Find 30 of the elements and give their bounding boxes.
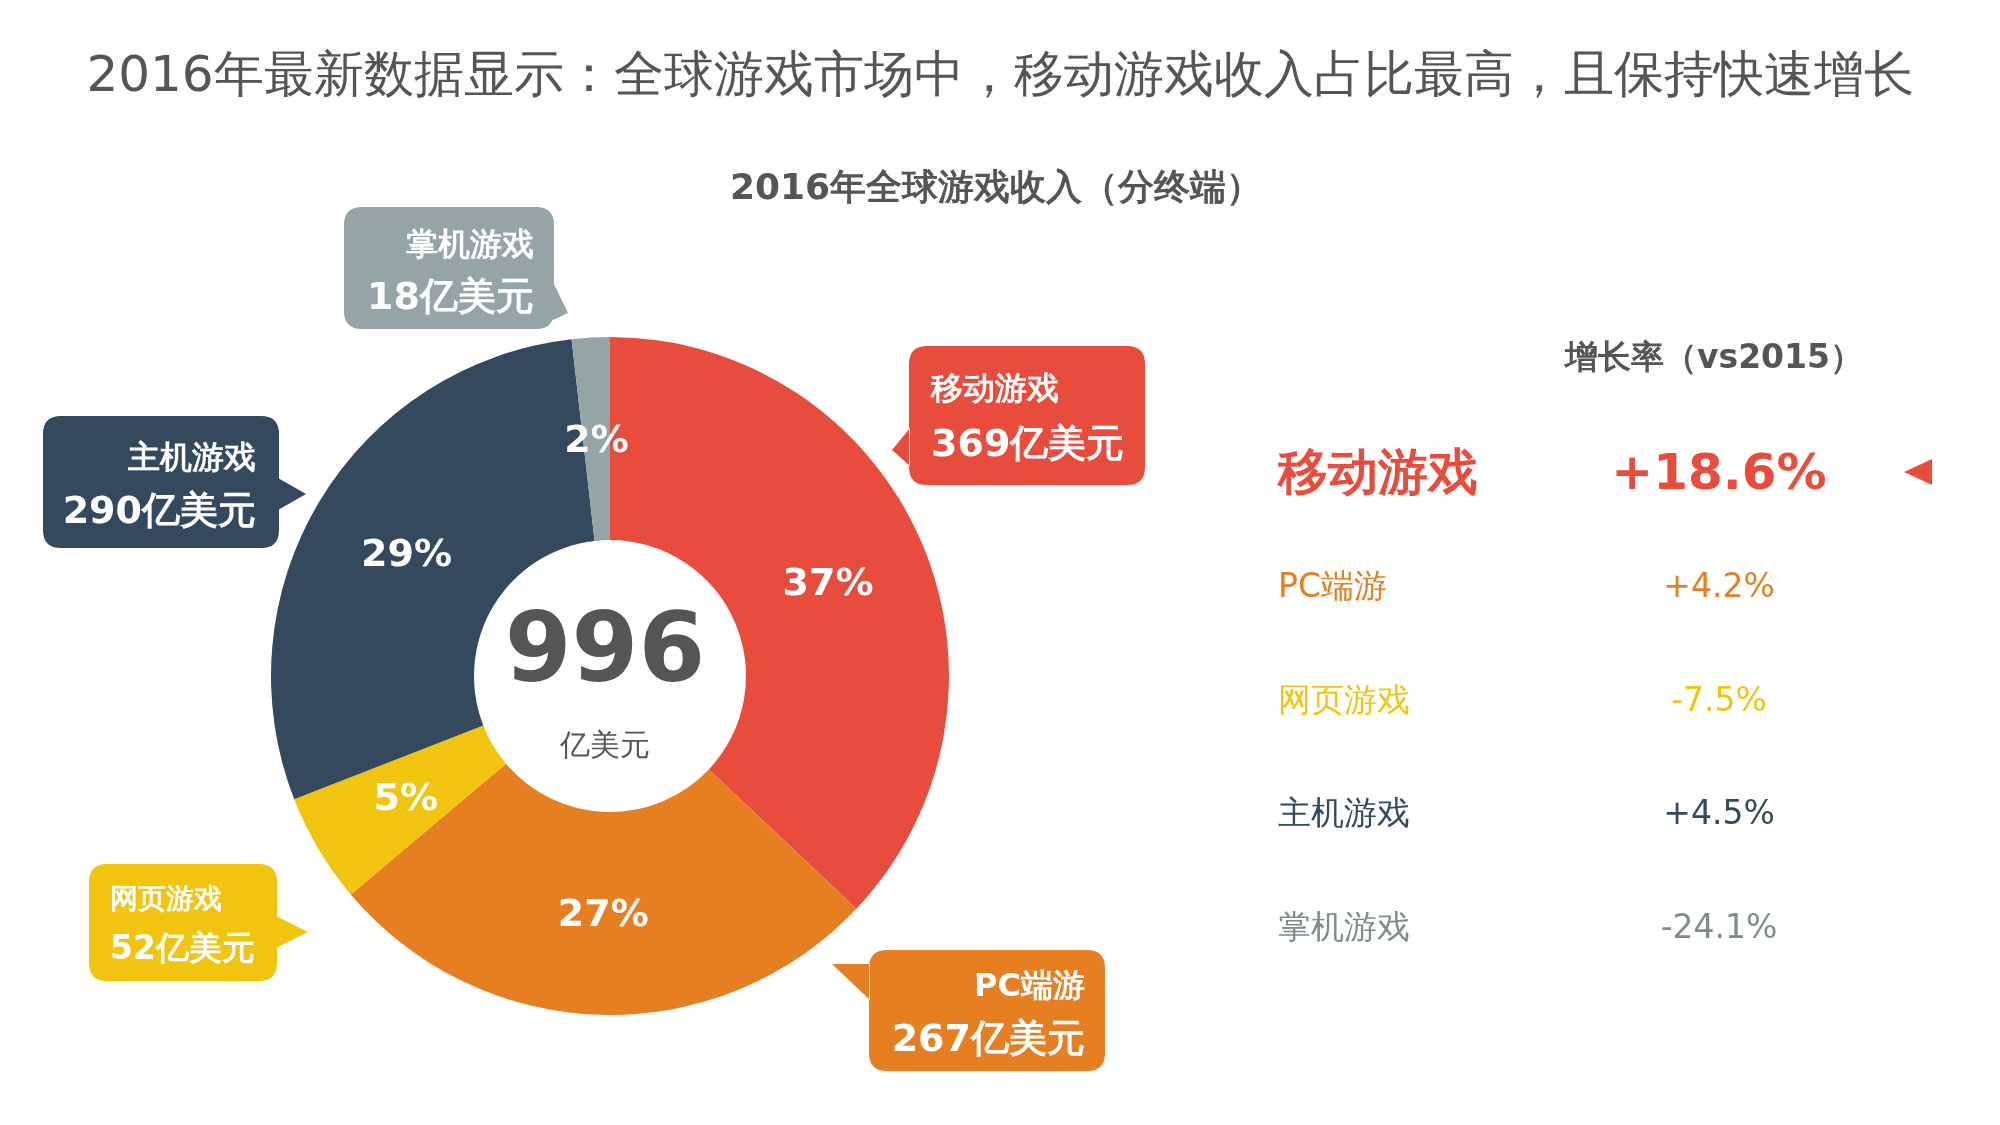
text: 2%: [564, 416, 629, 461]
data-label: 290亿美元: [62, 488, 256, 532]
chart-subtitle: 2016年全球游戏收入（分终端）: [729, 165, 1263, 207]
chart-title: 2016年最新数据显示：全球游戏市场中，移动游戏收入占比最高，且保持快速增长: [86, 45, 1914, 103]
category-label: PC端游: [1278, 566, 1387, 605]
slice-label: 移动游戏: [930, 369, 1059, 407]
text: -7.5%: [1671, 679, 1767, 719]
text: 增长率（vs2015）: [1563, 336, 1863, 376]
text: 5%: [373, 775, 439, 820]
text: -24.1%: [1660, 906, 1778, 946]
text: 37%: [782, 560, 874, 605]
slice-label: 掌机游戏: [406, 225, 534, 263]
text: +4.5%: [1663, 793, 1775, 832]
slice-label: 网页游戏: [110, 881, 222, 915]
slice-label: 主机游戏: [127, 438, 256, 476]
text: +18.6%: [1611, 443, 1827, 501]
data-label: 267亿美元: [891, 1016, 1085, 1060]
category-label: 网页游戏: [1278, 679, 1410, 719]
text: 27%: [557, 891, 649, 936]
data-label: 369亿美元: [931, 421, 1125, 465]
text: 29%: [361, 531, 453, 576]
text: +4.2%: [1663, 566, 1775, 605]
category-label: 移动游戏: [1276, 443, 1478, 501]
slice-label: PC端游: [974, 966, 1085, 1004]
text: 996: [504, 592, 706, 704]
data-label: 52亿美元: [110, 927, 255, 967]
category-label: 主机游戏: [1278, 793, 1410, 832]
data-label: 18亿美元: [367, 274, 534, 318]
category-label: 掌机游戏: [1278, 906, 1410, 946]
text: 亿美元: [559, 726, 650, 762]
